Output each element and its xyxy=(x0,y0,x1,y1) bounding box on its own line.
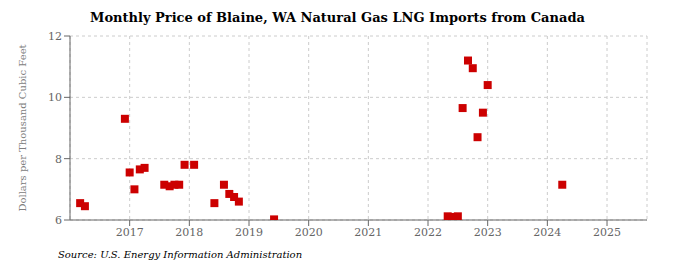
svg-text:2022: 2022 xyxy=(414,226,442,239)
svg-text:12: 12 xyxy=(48,30,62,43)
svg-text:2025: 2025 xyxy=(593,226,621,239)
svg-text:2024: 2024 xyxy=(533,226,561,239)
svg-text:10: 10 xyxy=(48,91,62,104)
html-text:Monthly Price of Blaine, WA Na: Monthly Price of Blaine, WA Natural Gas … xyxy=(90,10,585,25)
svg-text:6: 6 xyxy=(55,214,62,227)
svg-text:2018: 2018 xyxy=(175,226,203,239)
html-text:Source: U.S. Energy Informatio: Source: U.S. Energy Information Administ… xyxy=(58,249,303,260)
svg-text:2021: 2021 xyxy=(354,226,382,239)
svg-text:Dollars per Thousand Cubic Fee: Dollars per Thousand Cubic Feet xyxy=(17,44,28,211)
svg-text:2023: 2023 xyxy=(474,226,502,239)
svg-text:2017: 2017 xyxy=(116,226,144,239)
svg-text:8: 8 xyxy=(55,153,62,166)
svg-text:2019: 2019 xyxy=(235,226,263,239)
svg-text:2020: 2020 xyxy=(295,226,323,239)
